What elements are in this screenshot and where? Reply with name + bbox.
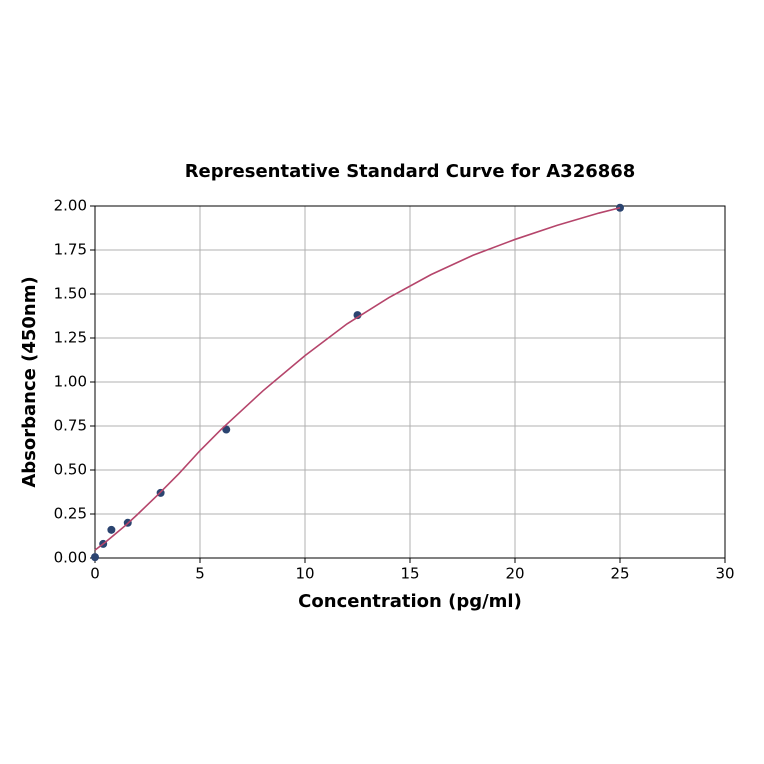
- x-tick-label: 25: [610, 565, 629, 583]
- fit-curve: [94, 206, 621, 551]
- y-tick-label: 0.50: [54, 461, 87, 479]
- x-tick-label: 30: [715, 565, 734, 583]
- plot-frame: [94, 205, 726, 559]
- data-point: [91, 553, 99, 562]
- y-tick-label: 1.50: [54, 285, 87, 303]
- x-axis-label: Concentration (pg/ml): [298, 591, 522, 612]
- x-tick-label: 0: [90, 565, 100, 583]
- y-tick-label: 0.75: [54, 417, 87, 435]
- x-tick-label: 5: [195, 565, 205, 583]
- y-tick-label: 0.25: [54, 505, 87, 523]
- x-tick-label: 10: [295, 565, 314, 583]
- chart-title: Representative Standard Curve for A32686…: [185, 161, 636, 182]
- x-tick-label: 15: [400, 565, 419, 583]
- y-axis-label: Absorbance (450nm): [19, 276, 40, 487]
- y-tick-label: 1.00: [54, 373, 87, 391]
- data-point: [107, 525, 116, 534]
- y-tick-label: 1.75: [54, 241, 87, 259]
- x-tick-label: 20: [505, 565, 524, 583]
- data-point: [353, 311, 362, 320]
- y-tick-label: 2.00: [54, 197, 87, 215]
- y-tick-label: 1.25: [54, 329, 87, 347]
- y-tick-label: 0.00: [54, 549, 87, 567]
